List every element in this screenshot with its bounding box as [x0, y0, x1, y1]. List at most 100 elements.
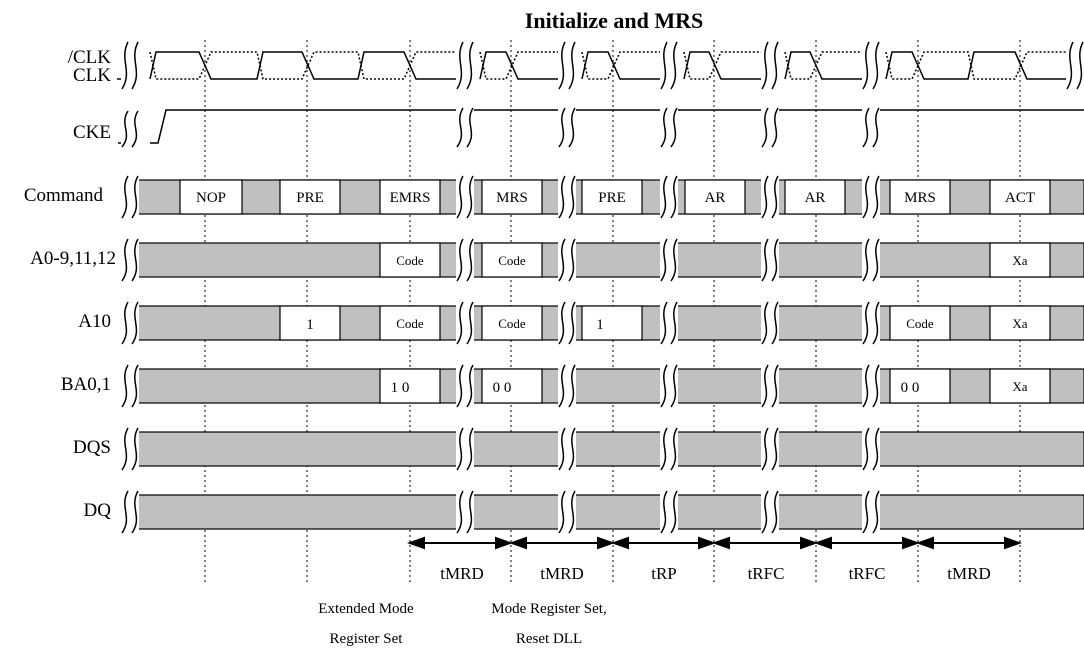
timing-trfc-2: tRFC	[849, 564, 886, 583]
break-stroke	[761, 490, 769, 534]
break-stroke	[466, 427, 474, 471]
break-stroke	[670, 175, 678, 219]
break-stroke	[862, 490, 870, 534]
break-stroke	[872, 238, 880, 282]
break-stroke	[670, 490, 678, 534]
timing-trfc-1: tRFC	[748, 564, 785, 583]
break-stroke	[558, 490, 566, 534]
break-stroke	[660, 175, 668, 219]
break-stroke	[558, 301, 566, 345]
cke-waveform	[118, 109, 1084, 144]
note-emrs-line2: Register Set	[330, 631, 404, 647]
command-nop: NOP	[196, 190, 226, 206]
a10-code-3: Code	[906, 316, 934, 331]
break-stroke	[862, 41, 870, 90]
break-stroke	[670, 427, 678, 471]
diagram-title: Initialize and MRS	[525, 8, 703, 33]
command-labels: NOP PRE EMRS MRS PRE AR AR MRS ACT	[196, 190, 1035, 206]
break-stroke	[761, 427, 769, 471]
a10-value-1: 1	[306, 317, 314, 333]
label-cke: CKE	[73, 122, 111, 143]
break-stroke	[872, 490, 880, 534]
clock-gridlines	[204, 40, 1021, 585]
label-command: Command	[24, 185, 104, 206]
break-stroke	[761, 107, 769, 148]
ba-labels: 1 0 0 0 0 0 Xa	[391, 379, 1028, 396]
addr-code-2: Code	[498, 253, 526, 268]
break-stroke	[670, 41, 678, 90]
label-a10: A10	[78, 311, 111, 332]
break-stroke	[568, 427, 576, 471]
break-stroke	[862, 175, 870, 219]
break-stroke	[568, 301, 576, 345]
timing-trp: tRP	[651, 564, 677, 583]
a10-xa: Xa	[1012, 316, 1027, 331]
break-stroke	[121, 110, 129, 148]
addr-code-1: Code	[396, 253, 424, 268]
break-stroke	[568, 175, 576, 219]
break-stroke	[466, 238, 474, 282]
a10-code-2: Code	[498, 316, 526, 331]
note-mrs-line2: Reset DLL	[516, 631, 582, 647]
break-stroke	[456, 364, 464, 408]
break-stroke	[466, 301, 474, 345]
break-stroke	[568, 490, 576, 534]
timing-labels: tMRD tMRD tRP tRFC tRFC tMRD	[440, 564, 990, 583]
break-stroke	[862, 238, 870, 282]
break-stroke	[872, 41, 880, 90]
break-stroke	[872, 175, 880, 219]
break-stroke	[670, 364, 678, 408]
addr-labels: Code Code Xa	[396, 253, 1028, 268]
note-emrs-line1: Extended Mode	[318, 601, 414, 617]
break-stroke	[131, 238, 139, 282]
break-stroke	[660, 301, 668, 345]
label-nclk: /CLK	[68, 47, 112, 68]
ba-xa: Xa	[1012, 379, 1027, 394]
break-stroke	[771, 364, 779, 408]
break-stroke	[771, 427, 779, 471]
break-stroke	[670, 107, 678, 148]
break-stroke	[558, 107, 566, 148]
break-stroke	[466, 41, 474, 90]
label-ba: BA0,1	[61, 374, 111, 395]
command-mrs-2: MRS	[904, 190, 936, 206]
break-stroke	[660, 238, 668, 282]
break-stroke	[771, 301, 779, 345]
break-stroke	[121, 427, 129, 471]
break-stroke	[568, 364, 576, 408]
break-stroke	[660, 41, 668, 90]
break-stroke	[558, 238, 566, 282]
timing-arrows	[407, 536, 1022, 550]
break-stroke	[558, 427, 566, 471]
break-stroke	[761, 301, 769, 345]
label-addr: A0-9,11,12	[30, 248, 116, 269]
break-stroke	[568, 41, 576, 90]
break-stroke	[761, 364, 769, 408]
break-stroke	[466, 107, 474, 148]
break-stroke	[456, 238, 464, 282]
break-stroke	[872, 427, 880, 471]
break-stroke	[466, 364, 474, 408]
break-stroke	[466, 490, 474, 534]
break-stroke	[131, 175, 139, 219]
break-stroke	[558, 175, 566, 219]
break-stroke	[771, 41, 779, 90]
break-stroke	[660, 107, 668, 148]
break-stroke	[862, 427, 870, 471]
break-marks	[121, 41, 1084, 534]
break-stroke	[771, 238, 779, 282]
addr-xa: Xa	[1012, 253, 1027, 268]
break-stroke	[1076, 41, 1084, 90]
break-stroke	[121, 301, 129, 345]
break-stroke	[771, 490, 779, 534]
break-stroke	[862, 301, 870, 345]
a10-value-2: 1	[596, 317, 604, 333]
break-stroke	[131, 427, 139, 471]
break-stroke	[872, 301, 880, 345]
break-stroke	[862, 364, 870, 408]
clock-waveform	[117, 51, 1084, 80]
break-stroke	[660, 427, 668, 471]
break-stroke	[568, 238, 576, 282]
break-stroke	[771, 175, 779, 219]
break-stroke	[121, 238, 129, 282]
